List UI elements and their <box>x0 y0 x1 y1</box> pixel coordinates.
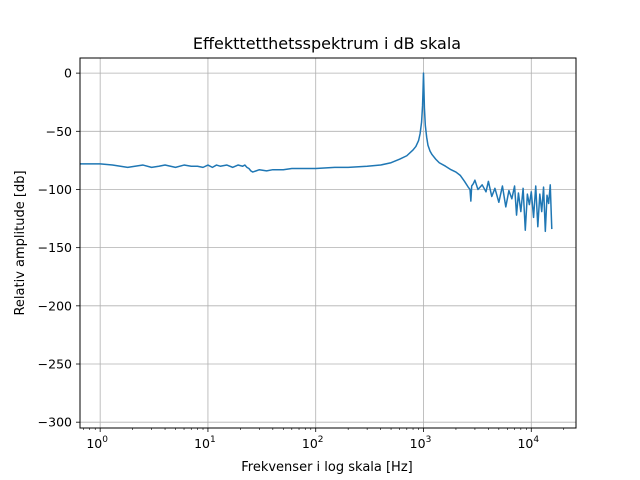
x-tick-base: 10 <box>86 436 102 451</box>
x-tick-exponent: 2 <box>318 435 324 445</box>
y-tick-label: −250 <box>38 357 72 372</box>
axes-frame <box>79 57 577 429</box>
x-tick-label: 104 <box>517 435 539 451</box>
y-tick-label: −200 <box>38 298 72 313</box>
x-tick-label: 100 <box>86 435 108 451</box>
x-tick-base: 10 <box>194 436 210 451</box>
y-tick-label: −50 <box>46 124 72 139</box>
x-tick-label: 101 <box>194 435 216 451</box>
x-tick-base: 10 <box>302 436 318 451</box>
y-tick-label: −150 <box>38 240 72 255</box>
x-tick-exponent: 0 <box>102 435 108 445</box>
x-axis-label: Frekvenser i log skala [Hz] <box>241 460 412 475</box>
x-tick-exponent: 1 <box>210 435 216 445</box>
grid <box>80 58 576 428</box>
x-tick-exponent: 3 <box>426 435 432 445</box>
x-tick-label: 103 <box>410 435 432 451</box>
y-axis-ticks: 0 −50 −100 −150 −200 −250 −300 <box>38 66 80 430</box>
y-tick-label: 0 <box>64 66 72 81</box>
x-tick-base: 10 <box>410 436 426 451</box>
y-axis-label: Relativ amplitude [db] <box>13 170 28 315</box>
x-axis-ticks: 100 101 102 103 104 <box>83 428 565 451</box>
y-tick-label: −100 <box>38 182 72 197</box>
plot-area <box>80 72 553 233</box>
x-tick-exponent: 4 <box>533 435 539 445</box>
spectrum-line <box>80 72 553 233</box>
x-tick-base: 10 <box>517 436 533 451</box>
y-tick-label: −300 <box>38 415 72 430</box>
chart-title: Effekttetthetsspektrum i dB skala <box>193 34 461 53</box>
x-tick-label: 102 <box>302 435 324 451</box>
